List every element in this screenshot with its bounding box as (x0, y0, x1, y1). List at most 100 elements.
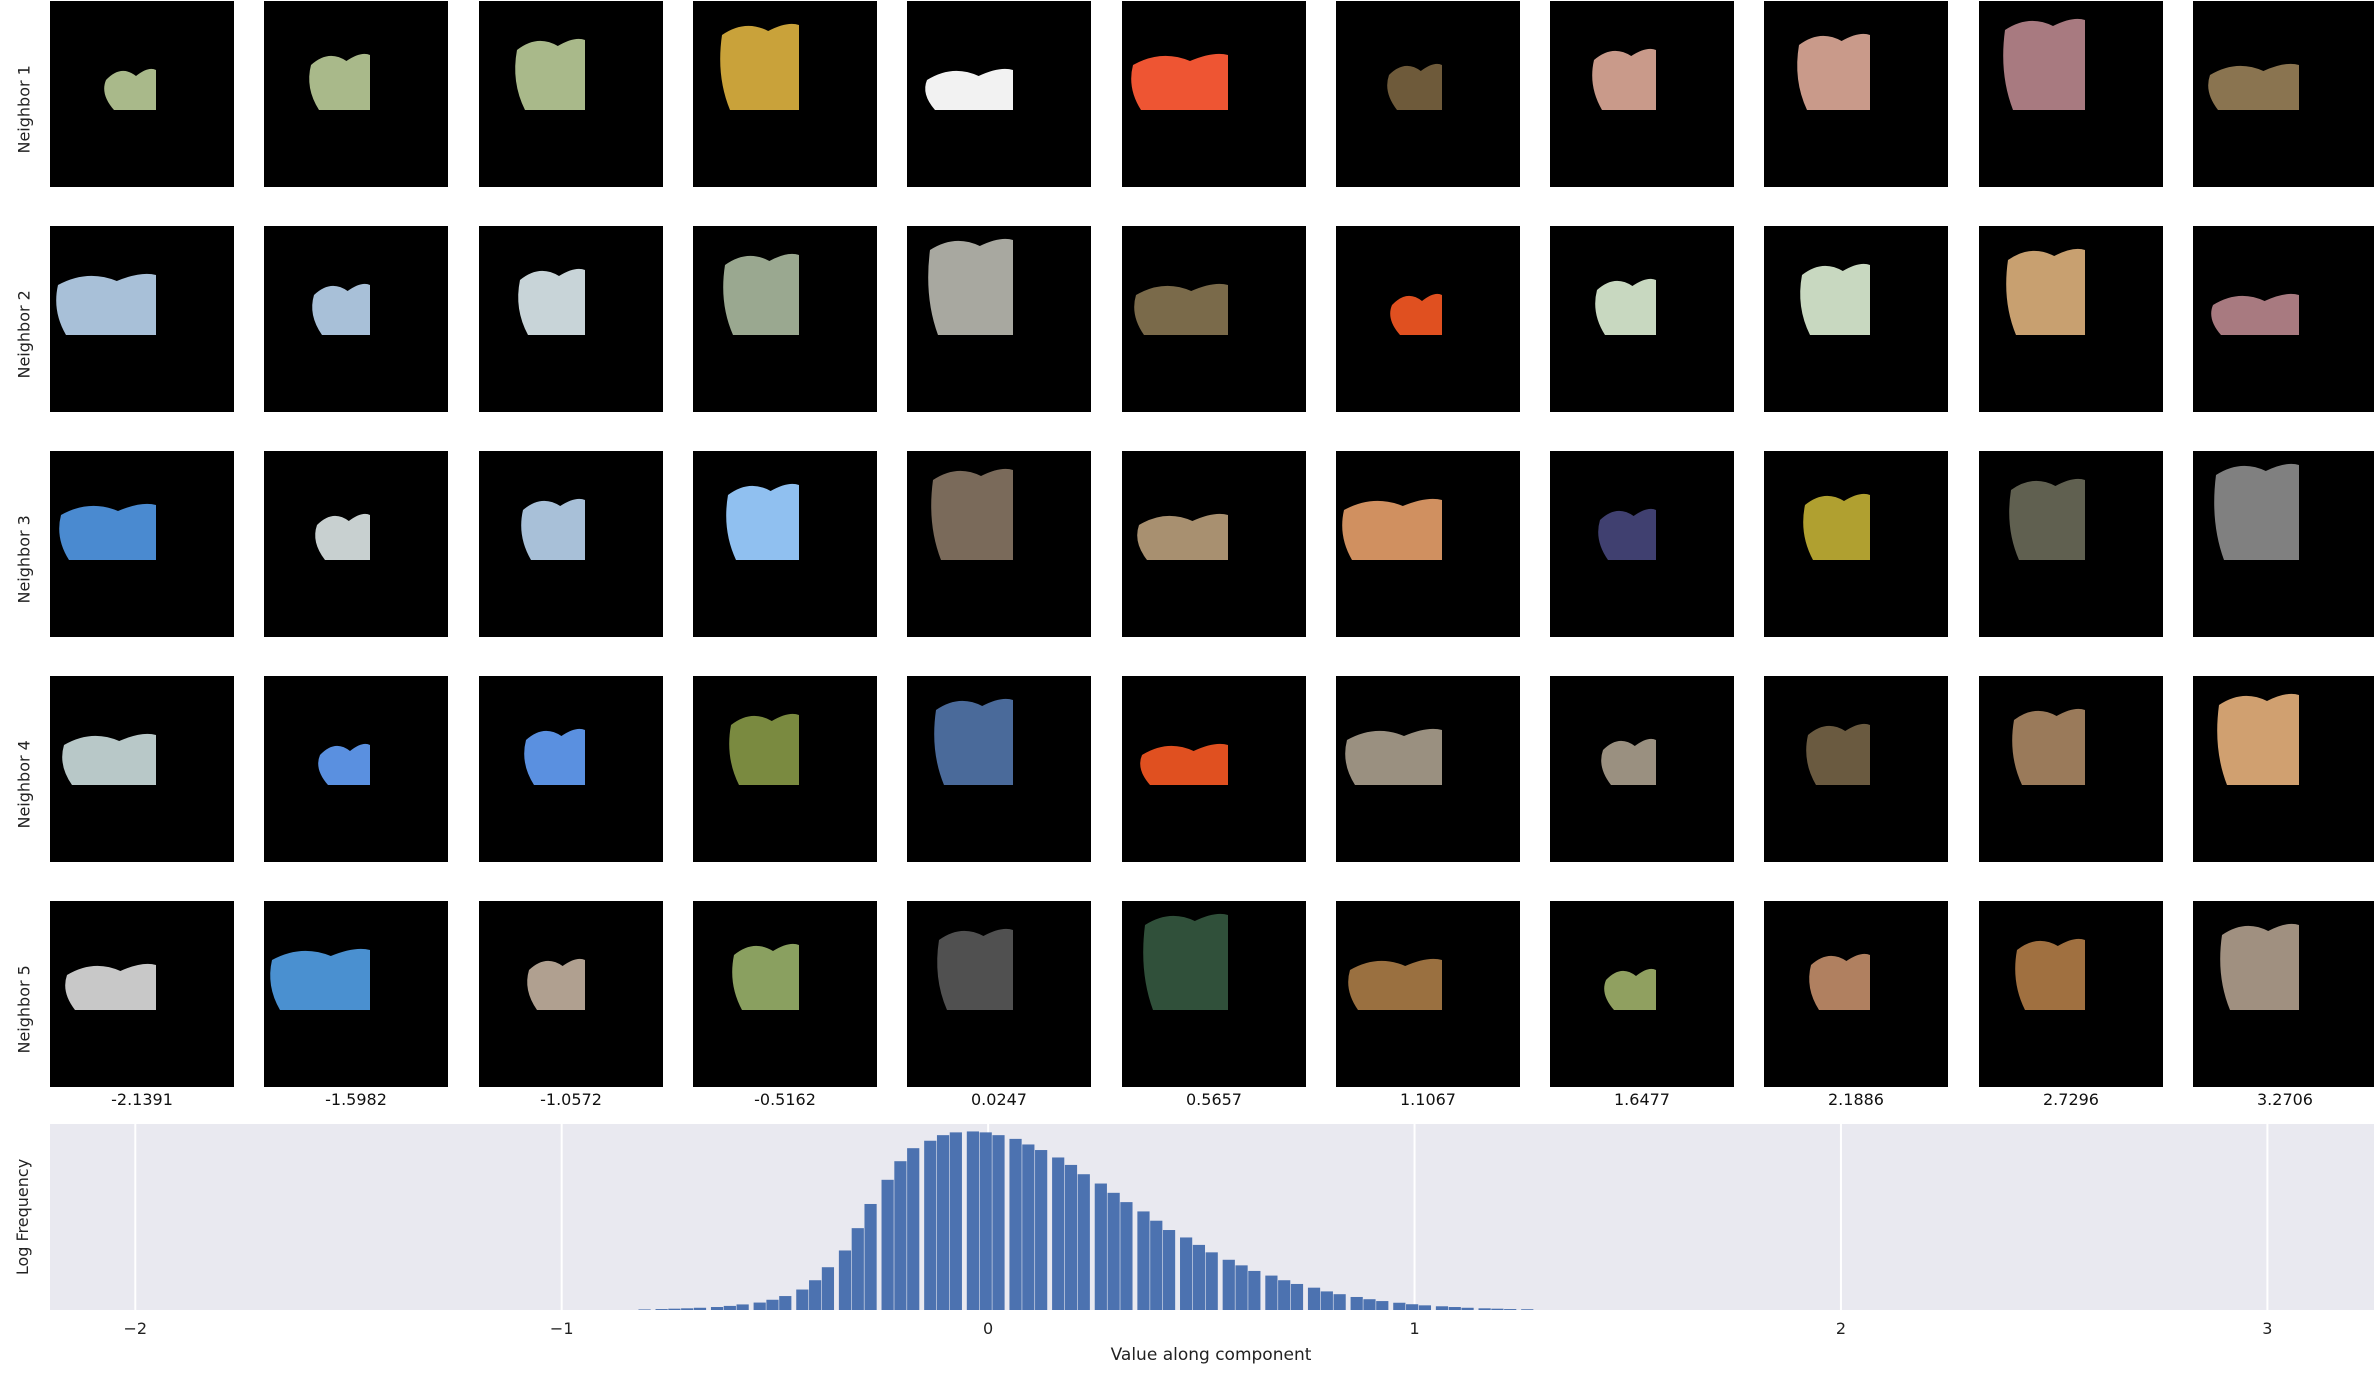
neighbor-image-tile (1336, 1, 1520, 187)
histogram-bar (1521, 1309, 1534, 1310)
histogram-bar (1094, 1183, 1107, 1310)
neighbor-image-tile (264, 901, 448, 1087)
image-patch (729, 713, 799, 785)
histogram-bar (1504, 1309, 1517, 1310)
histogram-bar (966, 1131, 980, 1310)
histogram-bar (1064, 1164, 1078, 1310)
histogram-bar (809, 1280, 822, 1310)
histogram-bar (838, 1250, 852, 1310)
histogram-bar (992, 1135, 1005, 1310)
histogram-bar (1222, 1259, 1235, 1310)
neighbor-image-tile (264, 451, 448, 637)
neighbor-image-tile (1336, 676, 1520, 862)
histogram-bar (1120, 1202, 1133, 1310)
image-patch (1137, 513, 1228, 560)
image-patch (1143, 913, 1228, 1010)
image-patch (2003, 18, 2085, 110)
image-patch (2009, 478, 2085, 560)
row-label-neighbor-5: Neighbor 5 (14, 965, 34, 1054)
neighbor-image-tile (479, 901, 663, 1087)
neighbor-image-tile (907, 226, 1091, 412)
histogram-bar (924, 1140, 937, 1310)
histogram-bar (1248, 1270, 1261, 1310)
neighbor-image-tile (479, 676, 663, 862)
neighbor-image-tile (1979, 226, 2163, 412)
histogram-bar (723, 1305, 736, 1310)
histogram-bar (1150, 1220, 1163, 1310)
image-patch (1595, 278, 1656, 335)
neighbor-image-tile (2193, 1, 2374, 187)
image-patch (527, 958, 585, 1010)
image-patch (1800, 263, 1870, 335)
row-label-neighbor-3: Neighbor 3 (14, 515, 34, 604)
image-patch (2015, 938, 2085, 1010)
histogram-bar (1478, 1308, 1491, 1310)
neighbor-image-tile (2193, 901, 2374, 1087)
column-value-label: 2.7296 (2043, 1090, 2099, 1109)
neighbor-image-tile (1122, 901, 1306, 1087)
neighbor-image-tile (1550, 226, 1734, 412)
histogram-bar (821, 1267, 835, 1310)
image-patch (65, 963, 156, 1010)
neighbor-image-tile (50, 226, 234, 412)
histogram-bar (796, 1289, 809, 1310)
histogram-bar (1265, 1275, 1278, 1310)
neighbor-image-tile (907, 451, 1091, 637)
column-value-label: 0.0247 (971, 1090, 1027, 1109)
neighbor-image-tile (907, 1, 1091, 187)
histogram-bar (1035, 1150, 1048, 1310)
image-patch (1348, 958, 1442, 1010)
image-patch (2012, 708, 2085, 785)
image-patch (1806, 723, 1870, 785)
neighbor-image-tile (264, 1, 448, 187)
histogram-bar (1180, 1237, 1193, 1310)
image-patch (2211, 293, 2299, 335)
neighbor-image-tile (479, 226, 663, 412)
neighbor-image-tile (1979, 451, 2163, 637)
image-patch (315, 513, 370, 560)
histogram-bar (766, 1299, 779, 1310)
x-tick-label: 0 (983, 1319, 993, 1338)
image-patch (2006, 248, 2085, 335)
neighbor-image-tile (50, 901, 234, 1087)
image-patch (1809, 953, 1870, 1010)
neighbor-image-tile (1122, 1, 1306, 187)
histogram-bar (1205, 1252, 1218, 1310)
histogram-bar (1052, 1157, 1065, 1310)
image-patch (312, 283, 370, 335)
neighbor-image-tile (1979, 1, 2163, 187)
neighbor-image-tile (1336, 901, 1520, 1087)
histogram-bar (1235, 1265, 1248, 1310)
histogram-bar (1278, 1280, 1291, 1310)
neighbor-image-tile (1764, 1, 1948, 187)
image-patch (62, 733, 157, 785)
histogram-bar (907, 1148, 920, 1310)
histogram-bar (655, 1309, 668, 1310)
histogram-bar (851, 1228, 864, 1310)
row-label-neighbor-4: Neighbor 4 (14, 740, 34, 829)
row-label-neighbor-1: Neighbor 1 (14, 65, 34, 154)
image-patch (723, 253, 799, 335)
neighbor-image-tile (907, 901, 1091, 1087)
column-value-label: -2.1391 (111, 1090, 173, 1109)
image-patch (524, 728, 585, 785)
neighbor-image-tile (1550, 901, 1734, 1087)
neighbor-image-tile (1764, 676, 1948, 862)
histogram-bar (894, 1161, 907, 1310)
neighbor-image-tile (1550, 1, 1734, 187)
image-patch (1604, 968, 1656, 1010)
neighbor-image-tile (693, 1, 877, 187)
histogram-bar (1022, 1144, 1035, 1310)
histogram-bar (1363, 1299, 1376, 1310)
neighbor-image-tile (693, 676, 877, 862)
neighbor-image-tile (1122, 676, 1306, 862)
histogram-bar (1350, 1296, 1363, 1310)
histogram-bar (1009, 1138, 1022, 1310)
column-value-label: 1.6477 (1614, 1090, 1670, 1109)
neighbor-image-tile (1122, 451, 1306, 637)
image-patch (1387, 63, 1442, 110)
image-patch (1140, 743, 1228, 785)
x-tick-label: 1 (1409, 1319, 1419, 1338)
histogram-bar (1077, 1174, 1090, 1310)
neighbor-image-tile (1764, 901, 1948, 1087)
